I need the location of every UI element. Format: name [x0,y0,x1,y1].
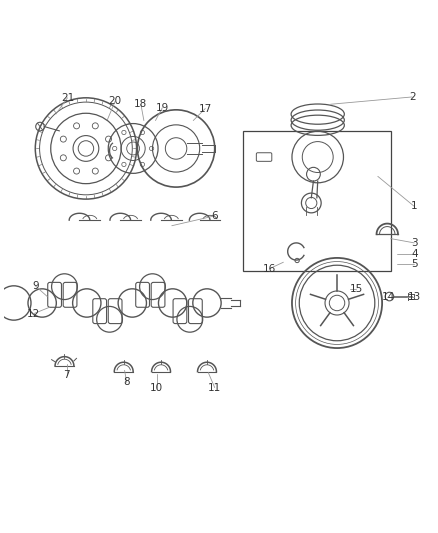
Text: 5: 5 [411,260,417,269]
Text: 21: 21 [61,93,74,103]
Text: 2: 2 [409,92,416,102]
Bar [243,131,391,271]
Text: 18: 18 [134,99,148,109]
Text: 11: 11 [208,383,221,392]
Text: 20: 20 [109,96,122,106]
Text: 15: 15 [350,284,363,294]
Text: 7: 7 [64,370,70,379]
Text: 3: 3 [411,238,417,248]
Text: 6: 6 [212,211,218,221]
Text: 19: 19 [156,103,169,112]
Text: 8: 8 [124,377,130,387]
Text: 12: 12 [27,309,40,319]
Text: 10: 10 [150,383,163,392]
Text: 9: 9 [32,281,39,291]
Text: 16: 16 [263,264,276,273]
Text: 4: 4 [411,248,417,259]
Text: 13: 13 [408,292,421,302]
Text: 17: 17 [199,103,212,114]
Text: 14: 14 [382,292,395,302]
Text: 1: 1 [411,201,417,212]
